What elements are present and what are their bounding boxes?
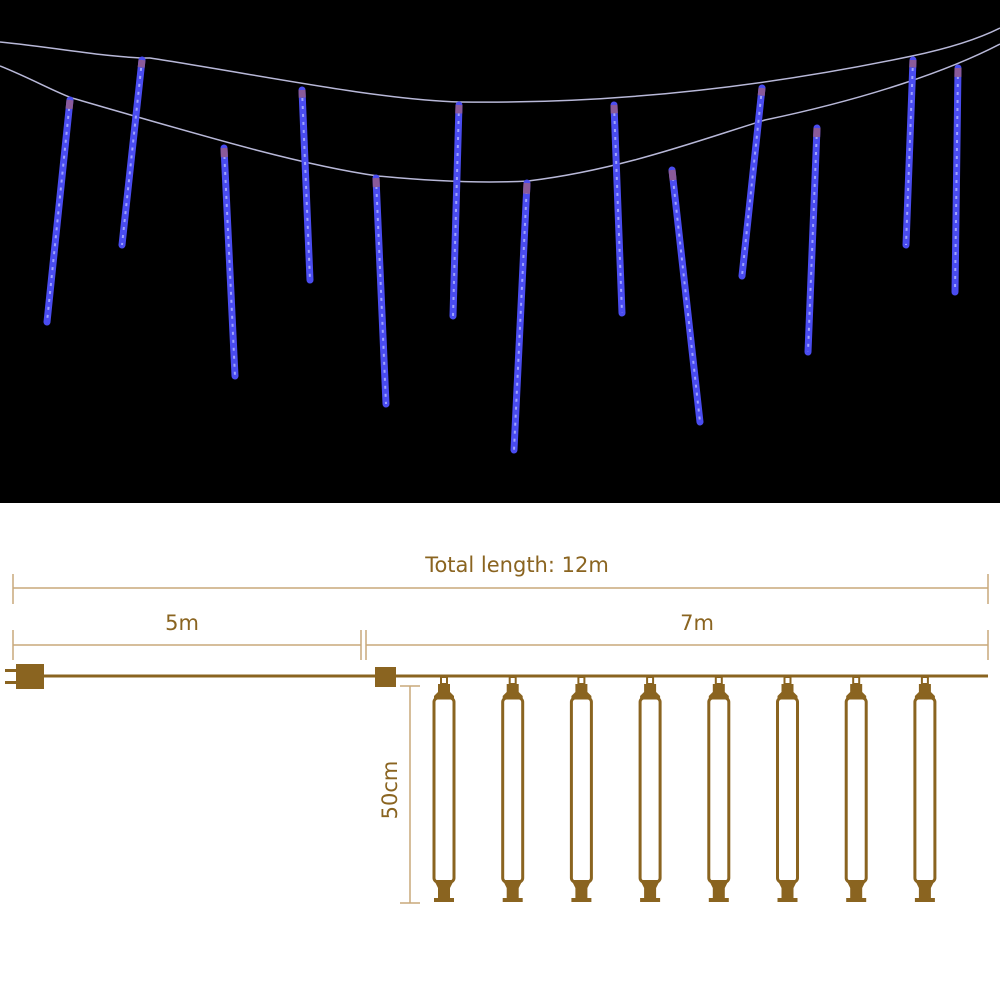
led-tube [902,56,917,249]
diagram-tube-icon [432,676,456,902]
lower-wire [0,43,1000,183]
diagram-tube-icon [638,676,662,902]
led-tube [298,86,314,284]
led-tube [951,64,962,296]
connector-box [375,667,396,687]
diagram-tubes [432,676,937,902]
diagram-tube-icon [707,676,731,902]
led-tube [668,166,704,426]
led-tube [804,124,821,356]
led-tube [610,101,626,317]
led-tube [118,56,146,249]
diagram-tube-icon [501,676,525,902]
led-tubes [43,56,962,454]
photo-background [0,0,1000,503]
lead-length-label: 5m [165,611,199,635]
led-tube [220,144,239,380]
plug-icon [5,664,44,689]
lit-length-label: 7m [680,611,714,635]
led-tube [738,84,766,280]
led-tube [449,101,463,320]
led-tube [510,179,531,454]
led-tube [43,96,74,326]
total-length-label: Total length: 12m [424,553,609,577]
diagram-tube-icon [569,676,593,902]
diagram-tube-icon [913,676,937,902]
dimension-diagram: Total length: 12m 5m 7m 50cm [5,553,989,904]
diagram-tube-icon [776,676,799,902]
tube-length-label: 50cm [378,761,402,820]
diagram-tube-icon [844,676,868,902]
led-tube [372,174,390,408]
